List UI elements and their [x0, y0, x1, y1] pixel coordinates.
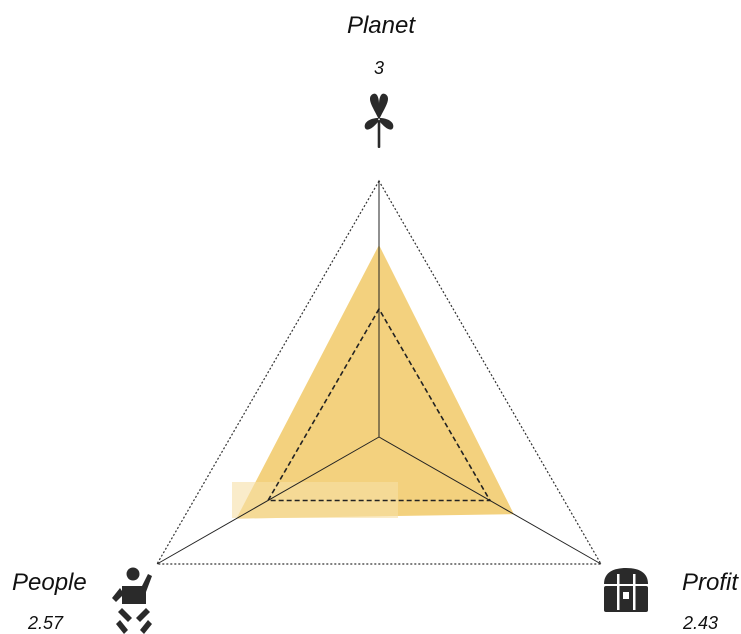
reference-grid-triangle: [266, 307, 492, 502]
axis-label-profit: Profit: [682, 569, 739, 596]
axis-line-people: [156, 436, 380, 565]
outer-grid-triangle: [155, 179, 603, 565]
treasure-chest-icon: [604, 568, 648, 612]
axis-label-planet: Planet: [347, 12, 416, 39]
axis-line-profit: [378, 436, 602, 565]
series-area-fill: [236, 245, 514, 519]
plant-icon: [364, 93, 394, 148]
axis-value-people: 2.57: [27, 613, 64, 633]
axis-label-people: People: [12, 569, 87, 596]
axis-value-profit: 2.43: [682, 613, 718, 633]
axis-value-planet: 3: [374, 58, 384, 78]
baby-icon: [112, 567, 152, 634]
